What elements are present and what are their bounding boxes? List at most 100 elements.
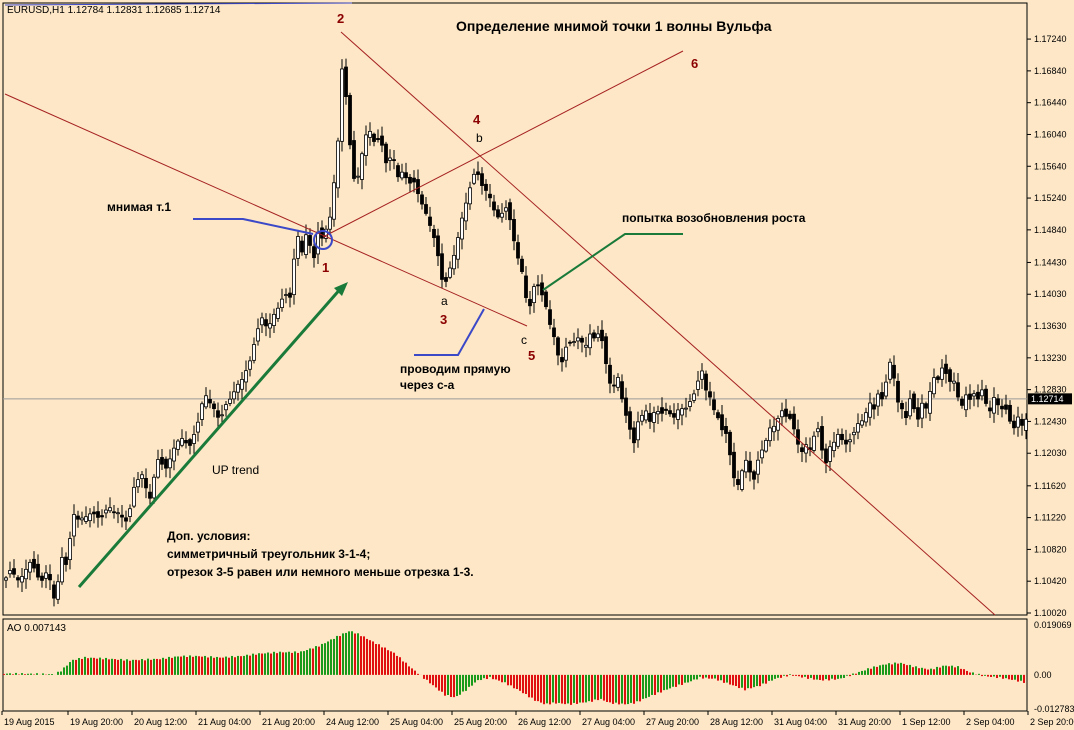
bear-candle bbox=[668, 410, 672, 415]
price-tick-label: 1.17240 bbox=[1034, 34, 1067, 44]
wave-4-label: 4 bbox=[473, 112, 481, 127]
bull-candle bbox=[456, 237, 460, 260]
bull-candle bbox=[332, 182, 336, 220]
bull-candle bbox=[868, 402, 872, 418]
bear-candle bbox=[544, 291, 548, 308]
current-price-marker: 1.12714 bbox=[3, 393, 1072, 405]
price-tick-label: 1.16840 bbox=[1034, 66, 1067, 76]
bull-candle bbox=[152, 476, 156, 499]
bear-candle bbox=[732, 451, 736, 479]
imaginary-point-circle bbox=[313, 230, 333, 250]
ao-histogram bbox=[3, 631, 1025, 705]
bear-candle bbox=[612, 384, 616, 387]
bull-candle bbox=[280, 298, 284, 308]
bear-candle bbox=[752, 471, 756, 480]
bull-candle bbox=[684, 407, 688, 410]
bull-candle bbox=[832, 441, 836, 451]
bear-candle bbox=[508, 202, 512, 221]
bull-candle bbox=[356, 175, 360, 178]
bear-candle bbox=[628, 411, 632, 430]
bull-candle bbox=[448, 267, 452, 278]
bear-candle bbox=[408, 176, 412, 184]
up-trend-arrow bbox=[77, 286, 344, 588]
bull-candle bbox=[500, 212, 504, 218]
bear-candle bbox=[96, 511, 100, 518]
bull-candle bbox=[876, 393, 880, 407]
bear-candle bbox=[160, 457, 164, 465]
bull-candle bbox=[760, 449, 764, 459]
bull-candle bbox=[20, 576, 24, 583]
bear-candle bbox=[936, 376, 940, 380]
bear-candle bbox=[144, 477, 148, 489]
bear-candle bbox=[896, 380, 900, 403]
price-tick-label: 1.11620 bbox=[1034, 481, 1066, 491]
bear-candle bbox=[528, 298, 532, 307]
bear-candle bbox=[736, 479, 740, 485]
price-tick-label: 1.15640 bbox=[1034, 161, 1067, 171]
bear-candle bbox=[604, 336, 608, 364]
line-2-4-target bbox=[340, 31, 996, 616]
bear-candle bbox=[92, 511, 96, 515]
wave-3-label: 3 bbox=[440, 312, 447, 327]
bull-candle bbox=[564, 346, 568, 361]
bull-candle bbox=[688, 401, 692, 407]
bear-candle bbox=[796, 429, 800, 445]
bear-candle bbox=[820, 426, 824, 451]
bull-candle bbox=[596, 333, 600, 339]
bull-candle bbox=[676, 409, 680, 420]
bear-candle bbox=[124, 517, 128, 522]
bull-candle bbox=[644, 410, 648, 421]
bear-candle bbox=[716, 412, 720, 419]
wave-b-label: b bbox=[476, 131, 483, 145]
price-tick-label: 1.12830 bbox=[1034, 385, 1067, 395]
bear-candle bbox=[312, 246, 316, 259]
bull-candle bbox=[740, 470, 744, 490]
bull-candle bbox=[336, 140, 340, 189]
wave-1-label: 1 bbox=[322, 260, 329, 275]
bull-candle bbox=[780, 410, 784, 418]
bull-candle bbox=[772, 425, 776, 433]
bear-candle bbox=[416, 179, 420, 195]
bear-candle bbox=[592, 332, 596, 339]
bull-candle bbox=[836, 434, 840, 447]
text-annotations: EURUSD,H1 1.12784 1.12831 1.12685 1.1271… bbox=[7, 5, 806, 579]
bear-candle bbox=[728, 431, 732, 456]
bear-candle bbox=[720, 414, 724, 431]
current-price-box bbox=[1028, 393, 1072, 405]
bull-candle bbox=[928, 391, 932, 414]
bull-candle bbox=[368, 130, 372, 138]
time-tick-label: 28 Aug 12:00 bbox=[710, 717, 763, 727]
bear-candle bbox=[380, 135, 384, 146]
bear-candle bbox=[880, 392, 884, 400]
bear-candle bbox=[488, 193, 492, 199]
bear-candle bbox=[40, 575, 44, 581]
ao-label: AO 0.007143 bbox=[7, 623, 66, 634]
bear-candle bbox=[988, 407, 992, 412]
bear-candle bbox=[872, 404, 876, 410]
bear-candle bbox=[348, 95, 352, 146]
bear-candle bbox=[948, 369, 952, 382]
time-tick-label: 25 Aug 04:00 bbox=[390, 717, 443, 727]
bear-candle bbox=[960, 398, 964, 406]
draw-line-label-2: через с-а bbox=[400, 378, 455, 392]
price-tick-label: 1.16040 bbox=[1034, 129, 1067, 139]
bear-candle bbox=[788, 413, 792, 419]
price-tick-label: 1.10420 bbox=[1034, 576, 1067, 586]
time-tick-label: 2 Sep 20:00 bbox=[1030, 717, 1074, 727]
time-tick-label: 21 Aug 20:00 bbox=[262, 717, 315, 727]
bear-candle bbox=[600, 329, 604, 342]
bear-candle bbox=[1004, 404, 1008, 410]
bear-candle bbox=[1008, 404, 1012, 422]
bull-candle bbox=[108, 507, 112, 512]
bull-candle bbox=[992, 397, 996, 414]
bear-candle bbox=[784, 408, 788, 417]
bear-candle bbox=[580, 337, 584, 343]
price-tick-label: 1.12430 bbox=[1034, 416, 1067, 426]
bull-candle bbox=[72, 514, 76, 537]
bull-candle bbox=[140, 474, 144, 479]
wave-5-label: 5 bbox=[528, 348, 535, 363]
bull-candle bbox=[812, 435, 816, 451]
bull-candle bbox=[468, 187, 472, 205]
bull-candle bbox=[828, 446, 832, 462]
bull-candle bbox=[616, 377, 620, 388]
